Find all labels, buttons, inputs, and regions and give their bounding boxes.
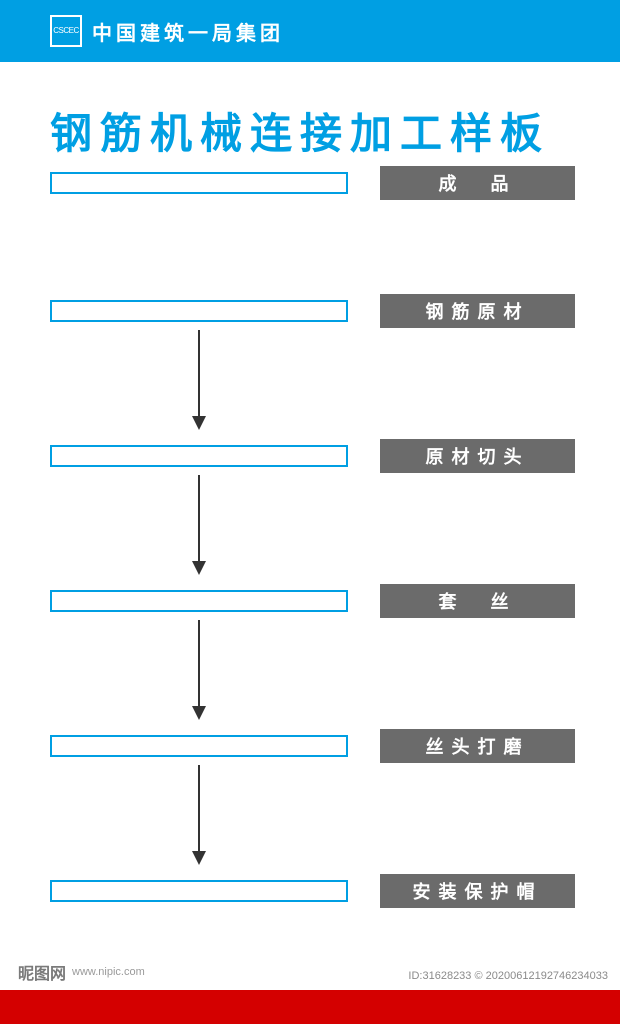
footer-bar — [0, 990, 620, 1024]
page-title: 钢筋机械连接加工样板 — [50, 100, 550, 161]
arrow-down-3 — [192, 765, 206, 865]
page-root: { "layout": { "page_w": 620, "page_h": 1… — [0, 0, 620, 1024]
arrow-down-0 — [192, 330, 206, 430]
sample-box-0 — [50, 172, 348, 194]
sample-box-3 — [50, 590, 348, 612]
company-logo: CSCEC — [50, 15, 82, 47]
step-label-5: 安装保护帽 — [380, 874, 575, 908]
header-bar: CSCEC 中国建筑一局集团 — [0, 0, 620, 62]
sample-box-5 — [50, 880, 348, 902]
sample-box-4 — [50, 735, 348, 757]
step-label-4: 丝头打磨 — [380, 729, 575, 763]
arrow-down-1 — [192, 475, 206, 575]
meta-line: ID:31628233 © 20200612192746234033 — [408, 970, 608, 982]
step-label-2: 原材切头 — [380, 439, 575, 473]
logo-text: CSCEC — [53, 27, 79, 35]
watermark: 昵图网 www.nipic.com — [18, 960, 145, 984]
arrow-down-2 — [192, 620, 206, 720]
company-name: 中国建筑一局集团 — [92, 17, 284, 46]
watermark-url: www.nipic.com — [72, 966, 145, 978]
step-label-0: 成 品 — [380, 166, 575, 200]
watermark-brand: 昵图网 — [18, 960, 66, 984]
sample-box-2 — [50, 445, 348, 467]
step-label-3: 套 丝 — [380, 584, 575, 618]
step-label-1: 钢筋原材 — [380, 294, 575, 328]
sample-box-1 — [50, 300, 348, 322]
